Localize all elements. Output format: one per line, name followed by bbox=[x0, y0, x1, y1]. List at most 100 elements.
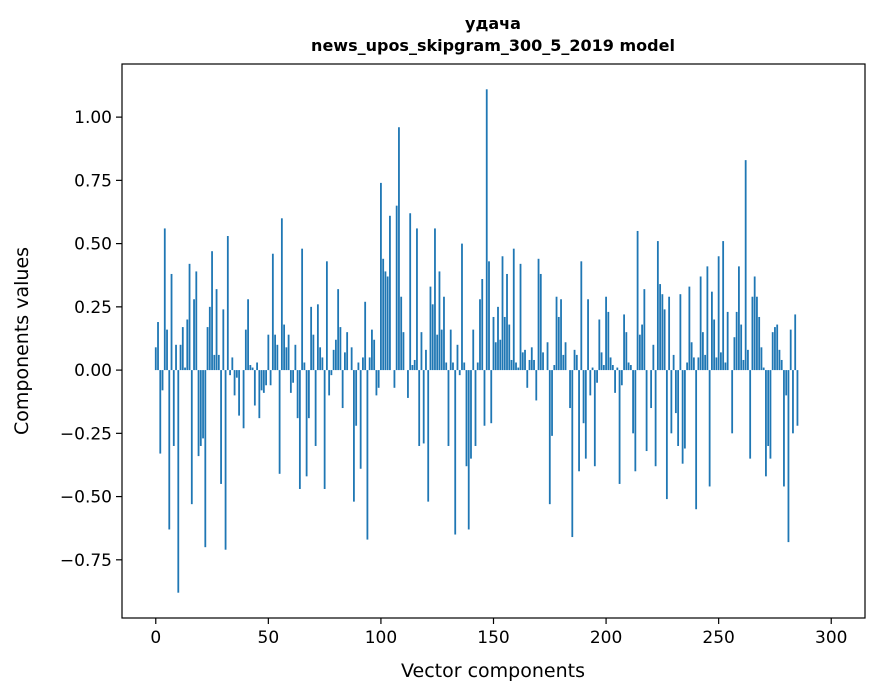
bar bbox=[346, 332, 349, 371]
bar bbox=[217, 354, 220, 371]
bar bbox=[267, 334, 270, 371]
bar bbox=[706, 266, 709, 371]
bar bbox=[355, 370, 358, 426]
bar bbox=[479, 299, 481, 371]
bar bbox=[717, 256, 720, 371]
bar bbox=[571, 370, 574, 538]
bar bbox=[499, 339, 502, 371]
bar bbox=[584, 370, 587, 459]
bar bbox=[668, 296, 671, 371]
bar bbox=[650, 370, 653, 409]
bar bbox=[600, 352, 603, 371]
bar bbox=[382, 258, 385, 371]
bar bbox=[303, 362, 306, 371]
bar bbox=[618, 370, 621, 484]
bar bbox=[429, 286, 432, 371]
bar bbox=[526, 370, 529, 388]
y-tick-label: −0.50 bbox=[60, 488, 112, 508]
bar bbox=[756, 296, 758, 371]
bar bbox=[188, 263, 191, 371]
x-tick-label: 0 bbox=[150, 628, 161, 648]
bar bbox=[265, 370, 267, 386]
bar bbox=[722, 241, 725, 371]
bar bbox=[485, 89, 488, 371]
bar bbox=[537, 258, 540, 371]
bar bbox=[758, 316, 761, 371]
bar bbox=[172, 370, 175, 446]
bar bbox=[445, 362, 448, 371]
bar bbox=[262, 370, 265, 393]
x-tick-label: 300 bbox=[815, 628, 847, 648]
bar bbox=[607, 311, 610, 371]
bar bbox=[168, 370, 171, 530]
x-tick-label: 250 bbox=[702, 628, 734, 648]
bar bbox=[319, 347, 322, 371]
bar bbox=[276, 344, 279, 371]
bar bbox=[260, 370, 263, 391]
bars-layer bbox=[154, 89, 799, 593]
bar bbox=[783, 370, 785, 487]
bar bbox=[420, 332, 423, 371]
bar bbox=[551, 370, 553, 436]
bar bbox=[181, 327, 184, 371]
bar bbox=[321, 357, 324, 371]
bar bbox=[224, 370, 227, 550]
bar bbox=[402, 332, 405, 371]
bar bbox=[461, 243, 463, 371]
bar bbox=[636, 230, 639, 371]
bar bbox=[602, 365, 605, 371]
bar bbox=[231, 357, 234, 371]
bar bbox=[751, 296, 754, 371]
bar bbox=[226, 236, 229, 371]
bar bbox=[715, 357, 718, 371]
y-tick-label: 0.75 bbox=[74, 171, 112, 191]
bar bbox=[632, 370, 634, 434]
y-axis-ticks: −0.75 −0.50 −0.25 0.00 0.25 0.50 0.75 1.00 bbox=[60, 108, 122, 571]
bar bbox=[287, 334, 290, 371]
bar bbox=[623, 314, 625, 371]
bar bbox=[753, 276, 756, 371]
bar bbox=[569, 370, 571, 409]
bar bbox=[517, 367, 520, 371]
bar bbox=[670, 370, 673, 434]
bar bbox=[740, 324, 743, 371]
bar bbox=[596, 370, 598, 383]
bar bbox=[310, 306, 313, 371]
bar bbox=[533, 359, 535, 371]
bar bbox=[760, 347, 763, 371]
bar bbox=[530, 347, 533, 371]
y-axis-label: Components values bbox=[11, 247, 33, 435]
bar bbox=[497, 306, 499, 371]
bar bbox=[787, 370, 790, 543]
bar bbox=[213, 354, 216, 371]
bar bbox=[501, 256, 504, 371]
bar bbox=[679, 294, 682, 371]
bar bbox=[465, 370, 468, 467]
bar bbox=[701, 332, 704, 371]
bar bbox=[271, 253, 274, 371]
bar bbox=[170, 273, 173, 371]
bar bbox=[413, 359, 416, 371]
bar bbox=[344, 352, 346, 371]
bar bbox=[591, 367, 594, 371]
bar bbox=[548, 370, 551, 505]
bar bbox=[749, 370, 752, 459]
bar bbox=[692, 357, 695, 371]
bar bbox=[625, 332, 628, 371]
bar bbox=[411, 365, 414, 371]
x-axis-ticks: 0 50 100 150 200 250 300 bbox=[150, 618, 847, 648]
bar bbox=[371, 329, 373, 371]
y-tick-label: 0.00 bbox=[74, 361, 112, 381]
bar bbox=[373, 339, 376, 371]
bar bbox=[593, 370, 596, 467]
bar bbox=[713, 319, 716, 371]
bar bbox=[316, 304, 319, 371]
bar bbox=[353, 370, 355, 502]
bar bbox=[186, 319, 189, 371]
bar bbox=[661, 294, 664, 371]
bar bbox=[398, 127, 400, 371]
bar bbox=[726, 311, 729, 371]
bar bbox=[400, 296, 403, 371]
bar bbox=[699, 276, 702, 371]
bar bbox=[792, 370, 794, 434]
